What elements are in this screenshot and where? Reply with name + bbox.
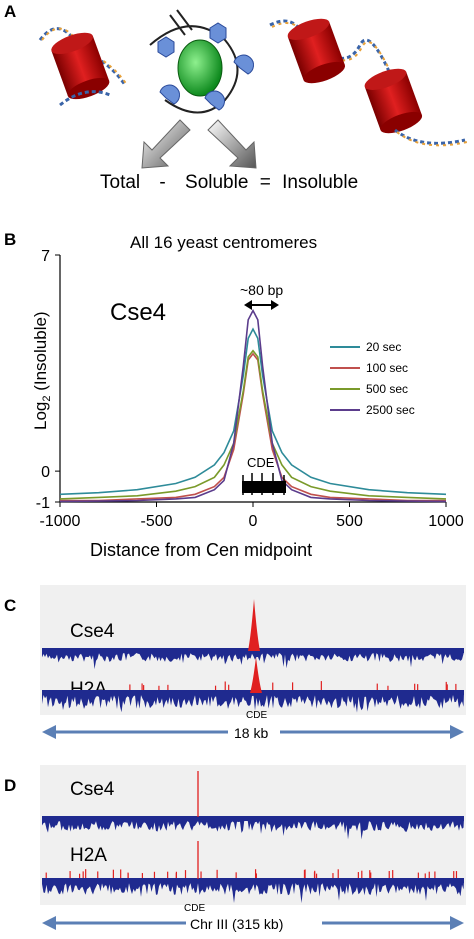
- legend: 20 sec 100 sec 500 sec 2500 sec: [330, 340, 415, 417]
- x-tick-label: -1000: [40, 513, 81, 530]
- panel-c-scale-label: 18 kb: [234, 725, 268, 741]
- panel-c-scale-left-arrow-icon: [42, 725, 56, 739]
- equation-soluble: Soluble: [185, 172, 249, 193]
- panel-d-track2-label: H2A: [70, 845, 107, 866]
- series-line-500-sec: [59, 349, 447, 500]
- legend-label-20s: 20 sec: [366, 340, 401, 354]
- nucleosome-left-icon: [38, 27, 128, 107]
- x-tick-label: 500: [336, 513, 363, 530]
- line-chart: -1000 -500 0 500 1000 7 0 -1 Cse4 ~80 bp CDE Lo…: [31, 248, 464, 560]
- chart-title: All 16 yeast centromeres: [130, 233, 318, 252]
- nucleosome-right-icon: [269, 18, 468, 147]
- panel-c-tracks: Cse4 H2A CDE 18 kb: [40, 585, 466, 741]
- panel-d-letter: D: [4, 776, 17, 795]
- x-tick-label: 1000: [428, 513, 464, 530]
- series-line-100-sec: [60, 352, 446, 502]
- protein-label: Cse4: [110, 299, 166, 326]
- nucleosome-center-icon: [149, 9, 255, 114]
- y-tick-label: 0: [41, 464, 50, 481]
- legend-label-2500s: 2500 sec: [366, 403, 415, 417]
- panel-d-track1-label: Cse4: [70, 779, 115, 800]
- down-right-arrow-icon: [207, 119, 257, 169]
- equation: Total - Soluble = Insoluble: [100, 172, 470, 194]
- signal-peak: [250, 657, 262, 693]
- panel-c-letter: C: [4, 596, 17, 615]
- y-axis-label: Log2 (Insoluble): [31, 311, 53, 430]
- panel-c-track1: [42, 599, 464, 670]
- signal-peak: [248, 599, 260, 651]
- y-tick-label: -1: [36, 495, 50, 512]
- panel-c-cde-label: CDE: [246, 710, 267, 721]
- panel-d-scale-right-arrow-icon: [450, 916, 464, 930]
- panel-b-letter: B: [4, 230, 17, 249]
- cde-motif-blocks: [242, 473, 286, 495]
- y-tick-label: 7: [41, 248, 50, 265]
- equation-minus: -: [159, 172, 166, 193]
- panel-c-scale-label-bg: [228, 723, 280, 741]
- series-line-2500-sec: [59, 308, 447, 503]
- panel-c-track2: [42, 657, 464, 713]
- x-axis-label: Distance from Cen midpoint: [90, 540, 312, 560]
- legend-label-500s: 500 sec: [366, 382, 408, 396]
- panel-d-scale-label: Chr III (315 kb): [190, 916, 283, 932]
- panel-d-track2: [42, 841, 464, 904]
- series-line-20-sec: [59, 327, 447, 496]
- panel-d-scale-left-arrow-icon: [42, 916, 56, 930]
- width-arrow-right-icon: [271, 300, 279, 310]
- x-tick-label: -500: [140, 513, 172, 530]
- panel-c-track1-label: Cse4: [70, 621, 115, 642]
- cde-label: CDE: [247, 455, 275, 470]
- panel-d-cde-label: CDE: [184, 903, 205, 914]
- equation-total: Total: [100, 172, 141, 193]
- equation-insoluble: Insoluble: [282, 172, 359, 193]
- panel-d-tracks: Cse4 H2A CDE Chr III (315 kb): [40, 765, 466, 932]
- x-tick-label: 0: [249, 513, 258, 530]
- equation-equals: =: [259, 172, 271, 193]
- width-arrow-left-icon: [244, 300, 252, 310]
- legend-label-100s: 100 sec: [366, 361, 408, 375]
- down-left-arrow-icon: [141, 119, 191, 169]
- panel-a-schematic: [38, 9, 468, 169]
- panel-c-scale-right-arrow-icon: [450, 725, 464, 739]
- width-annotation: ~80 bp: [240, 282, 283, 298]
- panel-d-scale-label-bg: [186, 914, 322, 932]
- panel-a-letter: A: [4, 2, 17, 21]
- panel-d-track1: [42, 771, 464, 840]
